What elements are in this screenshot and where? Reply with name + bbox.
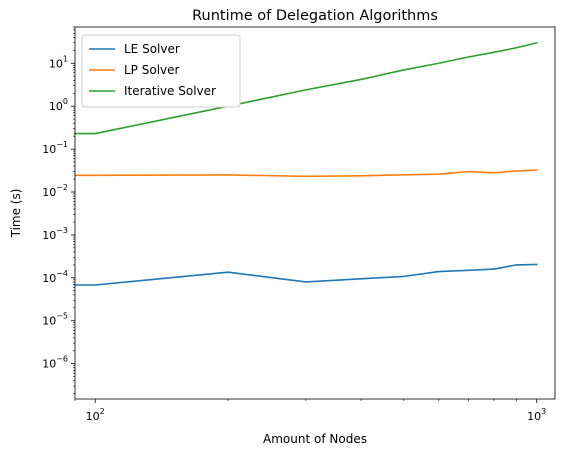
y-tick-label-base: 10: [42, 186, 56, 199]
y-tick-label: 10−4: [42, 269, 68, 285]
x-tick-label: 102: [86, 407, 105, 423]
x-tick-label-exponent: 3: [541, 407, 546, 416]
series-line-2: [74, 169, 538, 178]
y-tick-label: 10−3: [42, 226, 68, 242]
y-tick-label-base: 10: [42, 358, 56, 371]
legend-label: LE Solver: [124, 42, 180, 56]
y-tick-label: 101: [49, 54, 68, 70]
y-tick-label-base: 10: [42, 315, 56, 328]
y-tick-label-exponent: −6: [56, 355, 68, 364]
y-tick-label-base: 10: [42, 272, 56, 285]
x-tick-label-exponent: 2: [100, 407, 105, 416]
y-tick-label-base: 10: [49, 57, 63, 70]
y-tick-label-base: 10: [49, 100, 63, 113]
legend-label: Iterative Solver: [124, 84, 216, 98]
legend-label: LP Solver: [124, 63, 180, 77]
x-axis-label: Amount of Nodes: [263, 432, 367, 446]
series-line-3: [74, 41, 538, 135]
legend: LE Solver LP Solver Iterative Solver: [81, 34, 241, 108]
y-tick-label: 10−5: [42, 312, 68, 328]
y-tick-label: 100: [49, 97, 68, 113]
y-tick-label-exponent: −2: [56, 183, 68, 192]
y-tick-label-exponent: −1: [56, 140, 68, 149]
y-tick-label-exponent: 1: [63, 54, 68, 63]
y-tick-label: 10−1: [42, 140, 68, 156]
x-tick-label-base: 10: [86, 410, 100, 423]
legend-box: [81, 34, 241, 108]
y-tick-label: 10−6: [42, 355, 68, 371]
x-tick-label-base: 10: [527, 410, 541, 423]
y-axis-label: Time (s): [9, 189, 23, 239]
y-tick-label-base: 10: [42, 229, 56, 242]
x-tick-label: 103: [527, 407, 546, 423]
y-tick-label: 10−2: [42, 183, 68, 199]
y-tick-label-exponent: 0: [63, 97, 68, 106]
series-layer: [74, 41, 538, 286]
plot-frame: [74, 26, 556, 400]
y-tick-label-exponent: −3: [56, 226, 68, 235]
y-tick-label-exponent: −4: [56, 269, 68, 278]
y-tick-label-base: 10: [42, 143, 56, 156]
chart-title: Runtime of Delegation Algorithms: [192, 8, 438, 24]
y-tick-label-exponent: −5: [56, 312, 68, 321]
series-line-1: [74, 263, 538, 286]
